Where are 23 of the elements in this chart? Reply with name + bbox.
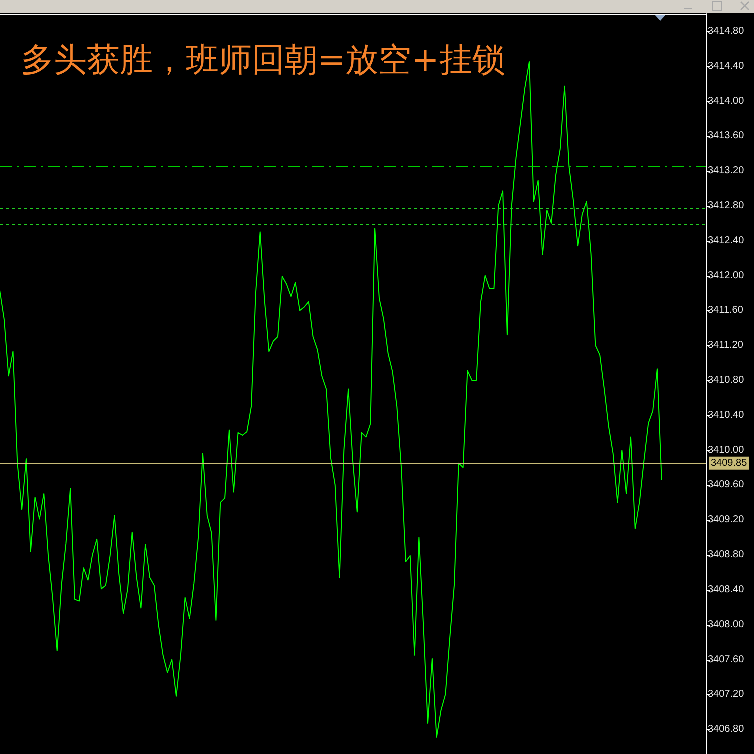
y-tick-label: 3414.80 [708,26,745,37]
y-tick-label: 3409.60 [708,480,745,491]
y-tick-label: 3410.40 [708,410,745,421]
y-tick-label: 3408.00 [708,619,745,630]
y-tick-label: 3408.40 [708,584,745,596]
text: 多头获胜，班师回朝=放空+挂锁 [21,40,506,79]
y-tick-label: 3414.40 [708,60,745,72]
y-tick-label: 3413.20 [708,166,745,177]
y-tick-label: 3408.80 [708,550,745,561]
y-tick-label: 3412.80 [708,200,745,212]
y-tick-label: 3410.80 [708,375,745,386]
y-tick-label: 3414.00 [708,96,745,107]
y-tick-label: 3411.20 [708,340,744,352]
y-tick-label: 3412.00 [708,270,745,282]
y-tick-label: 3406.80 [708,724,745,736]
y-tick-label: 3411.60 [708,305,744,316]
y-tick-label: 3412.40 [708,235,745,246]
y-tick-label: 3410.00 [708,444,745,456]
ref-line-label: 3409.85 [711,458,748,469]
y-tick-label: 3407.20 [708,689,745,700]
y-tick-label: 3413.60 [708,130,745,142]
y-tick-label: 3407.60 [708,654,745,666]
y-tick-label: 3409.20 [708,514,745,526]
